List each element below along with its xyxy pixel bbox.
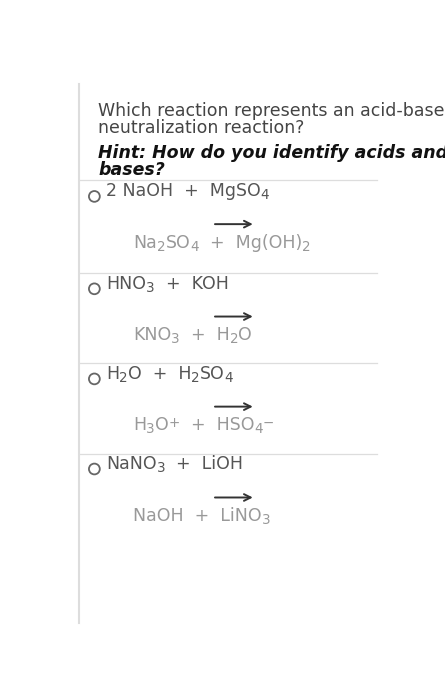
Text: 3: 3 bbox=[157, 461, 165, 475]
Text: 3: 3 bbox=[171, 332, 180, 346]
Text: NaNO: NaNO bbox=[106, 455, 157, 473]
Text: KNO: KNO bbox=[133, 326, 171, 344]
Text: 3: 3 bbox=[262, 513, 271, 527]
Text: O  +  H: O + H bbox=[128, 365, 191, 383]
Text: 4: 4 bbox=[190, 239, 199, 253]
Text: 2: 2 bbox=[302, 239, 311, 253]
Text: bases?: bases? bbox=[98, 161, 165, 179]
Text: +  KOH: + KOH bbox=[154, 275, 228, 293]
Text: Hint: How do you identify acids and: Hint: How do you identify acids and bbox=[98, 144, 445, 162]
Text: H: H bbox=[133, 416, 146, 435]
Text: +  Mg(OH): + Mg(OH) bbox=[199, 234, 302, 252]
Text: 2: 2 bbox=[119, 370, 128, 384]
Text: H: H bbox=[106, 365, 119, 383]
Text: Na: Na bbox=[133, 234, 157, 252]
Text: +  LiOH: + LiOH bbox=[165, 455, 243, 473]
Text: 2: 2 bbox=[157, 239, 166, 253]
Text: 3: 3 bbox=[146, 281, 154, 295]
Text: Which reaction represents an acid-base: Which reaction represents an acid-base bbox=[98, 102, 445, 120]
Text: 4: 4 bbox=[225, 370, 233, 384]
Text: −: − bbox=[263, 416, 275, 430]
Text: SO: SO bbox=[200, 365, 225, 383]
Text: 2: 2 bbox=[191, 370, 200, 384]
Text: SO: SO bbox=[166, 234, 190, 252]
Text: 3: 3 bbox=[146, 422, 155, 436]
Text: +  HSO: + HSO bbox=[180, 416, 255, 435]
Text: neutralization reaction?: neutralization reaction? bbox=[98, 120, 305, 137]
Text: NaOH  +  LiNO: NaOH + LiNO bbox=[133, 508, 262, 526]
Text: 2 NaOH  +  MgSO: 2 NaOH + MgSO bbox=[106, 183, 261, 200]
Text: HNO: HNO bbox=[106, 275, 146, 293]
Text: +: + bbox=[169, 416, 180, 430]
Text: 4: 4 bbox=[261, 188, 269, 202]
Text: O: O bbox=[239, 326, 252, 344]
Text: O: O bbox=[155, 416, 169, 435]
Text: +  H: + H bbox=[180, 326, 230, 344]
Text: 2: 2 bbox=[230, 332, 239, 346]
Text: 4: 4 bbox=[255, 422, 263, 436]
